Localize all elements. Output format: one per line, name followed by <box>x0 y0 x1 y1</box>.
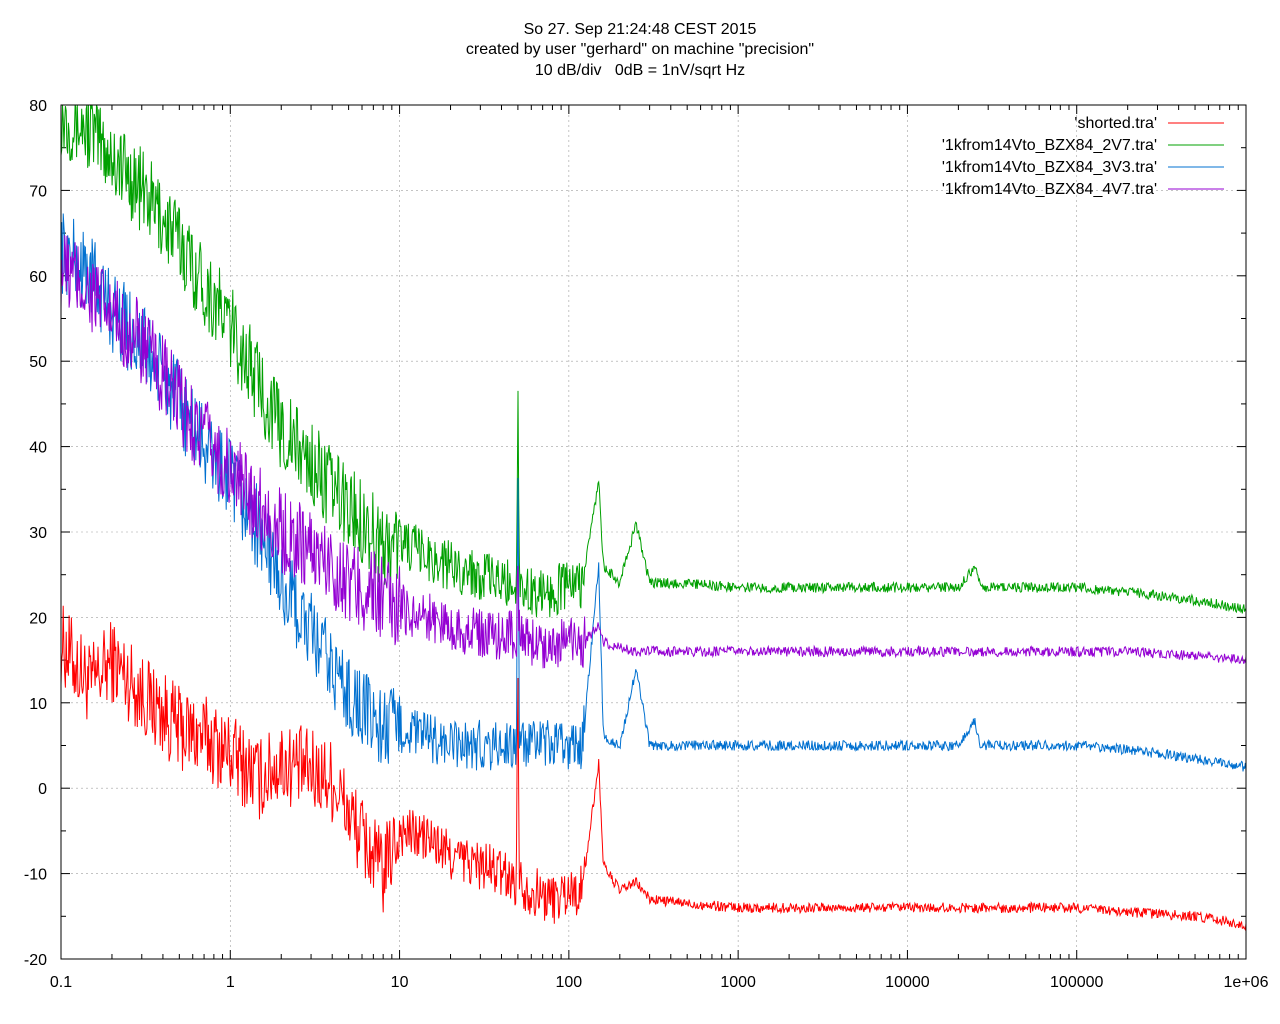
y-tick-label: 20 <box>29 610 47 627</box>
x-tick-label: 10 <box>391 974 409 991</box>
series-layer <box>60 104 1247 932</box>
y-tick-label: -10 <box>24 867 47 884</box>
x-tick-label: 0.1 <box>50 974 72 991</box>
legend-label-4: '1kfrom14Vto_BZX84_4V7.tra' <box>942 181 1157 198</box>
chart-title-line-3: 10 dB/div 0dB = 1nV/sqrt Hz <box>534 62 746 79</box>
x-tick-label: 1e+06 <box>1224 974 1269 991</box>
x-tick-label: 10000 <box>885 974 930 991</box>
x-tick-label: 1000 <box>720 974 756 991</box>
chart-title-line-1: So 27. Sep 21:24:48 CEST 2015 <box>523 21 757 38</box>
y-tick-label: -20 <box>24 952 47 969</box>
y-tick-label: 50 <box>29 354 47 371</box>
grid <box>60 104 1247 960</box>
legend: 'shorted.tra' '1kfrom14Vto_BZX84_2V7.tra'… <box>942 115 1224 198</box>
plot-frame <box>60 104 1247 960</box>
y-tick-label: 30 <box>29 525 47 542</box>
series-line-1 <box>60 605 1247 932</box>
legend-label-2: '1kfrom14Vto_BZX84_2V7.tra' <box>942 137 1157 154</box>
y-tick-label: 10 <box>29 696 47 713</box>
y-tick-label: 80 <box>29 98 47 115</box>
x-tick-label: 100000 <box>1050 974 1103 991</box>
y-tick-label: 0 <box>38 781 47 798</box>
y-tick-label: 70 <box>29 183 47 200</box>
y-tick-label: 40 <box>29 440 47 457</box>
series-line-2 <box>60 104 1247 618</box>
x-tick-label: 1 <box>226 974 235 991</box>
legend-label-3: '1kfrom14Vto_BZX84_3V3.tra' <box>942 159 1157 176</box>
chart-title-line-2: created by user "gerhard" on machine "pr… <box>465 41 815 58</box>
series-line-4 <box>60 235 1247 669</box>
x-tick-label: 100 <box>556 974 583 991</box>
y-tick-label: 60 <box>29 269 47 286</box>
legend-label-1: 'shorted.tra' <box>1074 115 1157 132</box>
